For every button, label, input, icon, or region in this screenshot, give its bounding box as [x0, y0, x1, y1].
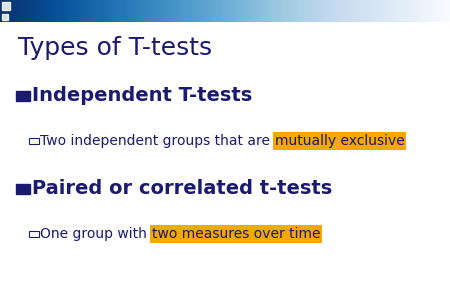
Text: Two independent groups that are: Two independent groups that are: [40, 134, 275, 148]
Text: two measures over time: two measures over time: [152, 227, 320, 241]
Text: mutually exclusive: mutually exclusive: [275, 134, 405, 148]
Bar: [29, 138, 39, 144]
Text: One group with: One group with: [40, 227, 152, 241]
Bar: [16, 184, 30, 194]
Bar: [16, 91, 30, 101]
Text: Independent T-tests: Independent T-tests: [32, 86, 252, 106]
Text: Types of T-tests: Types of T-tests: [18, 36, 212, 60]
Text: Paired or correlated t-tests: Paired or correlated t-tests: [32, 179, 332, 199]
Bar: [29, 231, 39, 237]
